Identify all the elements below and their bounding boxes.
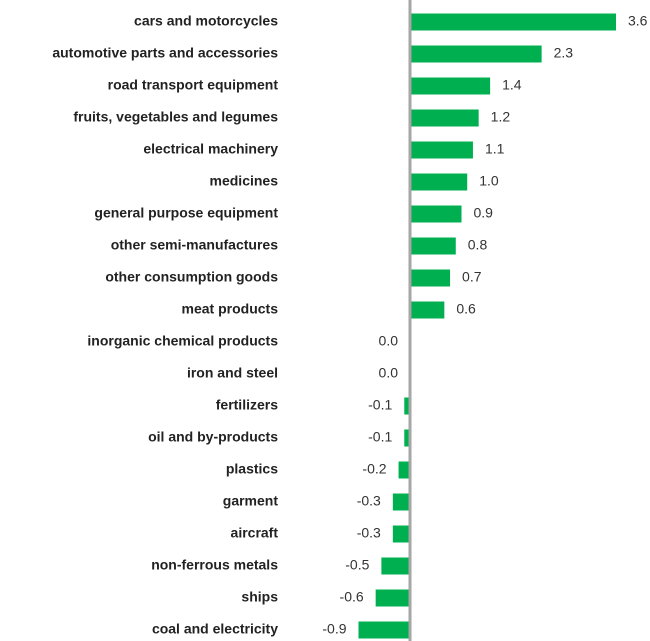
value-label: -0.6 xyxy=(340,589,364,605)
category-label: meat products xyxy=(182,301,279,317)
value-label: 1.4 xyxy=(502,77,522,93)
bar xyxy=(410,301,445,319)
category-label: garment xyxy=(223,493,279,509)
value-label: 0.9 xyxy=(474,205,494,221)
bar xyxy=(398,461,410,479)
value-label: -0.3 xyxy=(357,525,381,541)
category-label: other semi-manufactures xyxy=(111,237,278,253)
category-label: oil and by-products xyxy=(148,429,278,445)
category-label: plastics xyxy=(226,461,278,477)
category-label: ships xyxy=(241,589,278,605)
category-label: inorganic chemical products xyxy=(87,333,278,349)
category-label: iron and steel xyxy=(187,365,278,381)
bar xyxy=(392,525,410,543)
value-label: -0.2 xyxy=(362,461,386,477)
category-label: cars and motorcycles xyxy=(134,13,278,29)
value-label: 1.2 xyxy=(491,109,511,125)
bar xyxy=(410,173,468,191)
category-label: other consumption goods xyxy=(105,269,278,285)
category-label: coal and electricity xyxy=(152,621,278,637)
value-label: 2.3 xyxy=(554,45,574,61)
category-label: fertilizers xyxy=(216,397,278,413)
bar xyxy=(410,13,616,31)
bar xyxy=(392,493,410,511)
category-label: non-ferrous metals xyxy=(151,557,278,573)
category-label: electrical machinery xyxy=(143,141,278,157)
value-label: 0.0 xyxy=(379,365,399,381)
value-label: -0.3 xyxy=(357,493,381,509)
category-label: automotive parts and accessories xyxy=(52,45,278,61)
bar xyxy=(410,109,479,127)
bar xyxy=(410,269,451,287)
value-label: -0.1 xyxy=(368,397,392,413)
value-label: 1.1 xyxy=(485,141,505,157)
bar xyxy=(358,621,410,639)
bar xyxy=(410,205,462,223)
bar xyxy=(410,141,473,159)
category-label: fruits, vegetables and legumes xyxy=(73,109,278,125)
bar xyxy=(375,589,410,607)
value-label: 0.0 xyxy=(379,333,399,349)
value-label: -0.5 xyxy=(345,557,369,573)
bar xyxy=(410,45,542,63)
value-label: 0.6 xyxy=(456,301,476,317)
value-label: 0.7 xyxy=(462,269,482,285)
category-label: road transport equipment xyxy=(108,77,279,93)
value-label: 3.6 xyxy=(628,13,648,29)
bar xyxy=(410,237,456,255)
value-label: -0.1 xyxy=(368,429,392,445)
category-label: general purpose equipment xyxy=(94,205,278,221)
bar xyxy=(410,77,491,95)
value-label: 0.8 xyxy=(468,237,488,253)
value-label: -0.9 xyxy=(322,621,346,637)
category-label: medicines xyxy=(210,173,279,189)
bar xyxy=(404,397,410,415)
bar xyxy=(381,557,410,575)
value-label: 1.0 xyxy=(479,173,499,189)
category-label: aircraft xyxy=(231,525,279,541)
bar xyxy=(404,429,410,447)
